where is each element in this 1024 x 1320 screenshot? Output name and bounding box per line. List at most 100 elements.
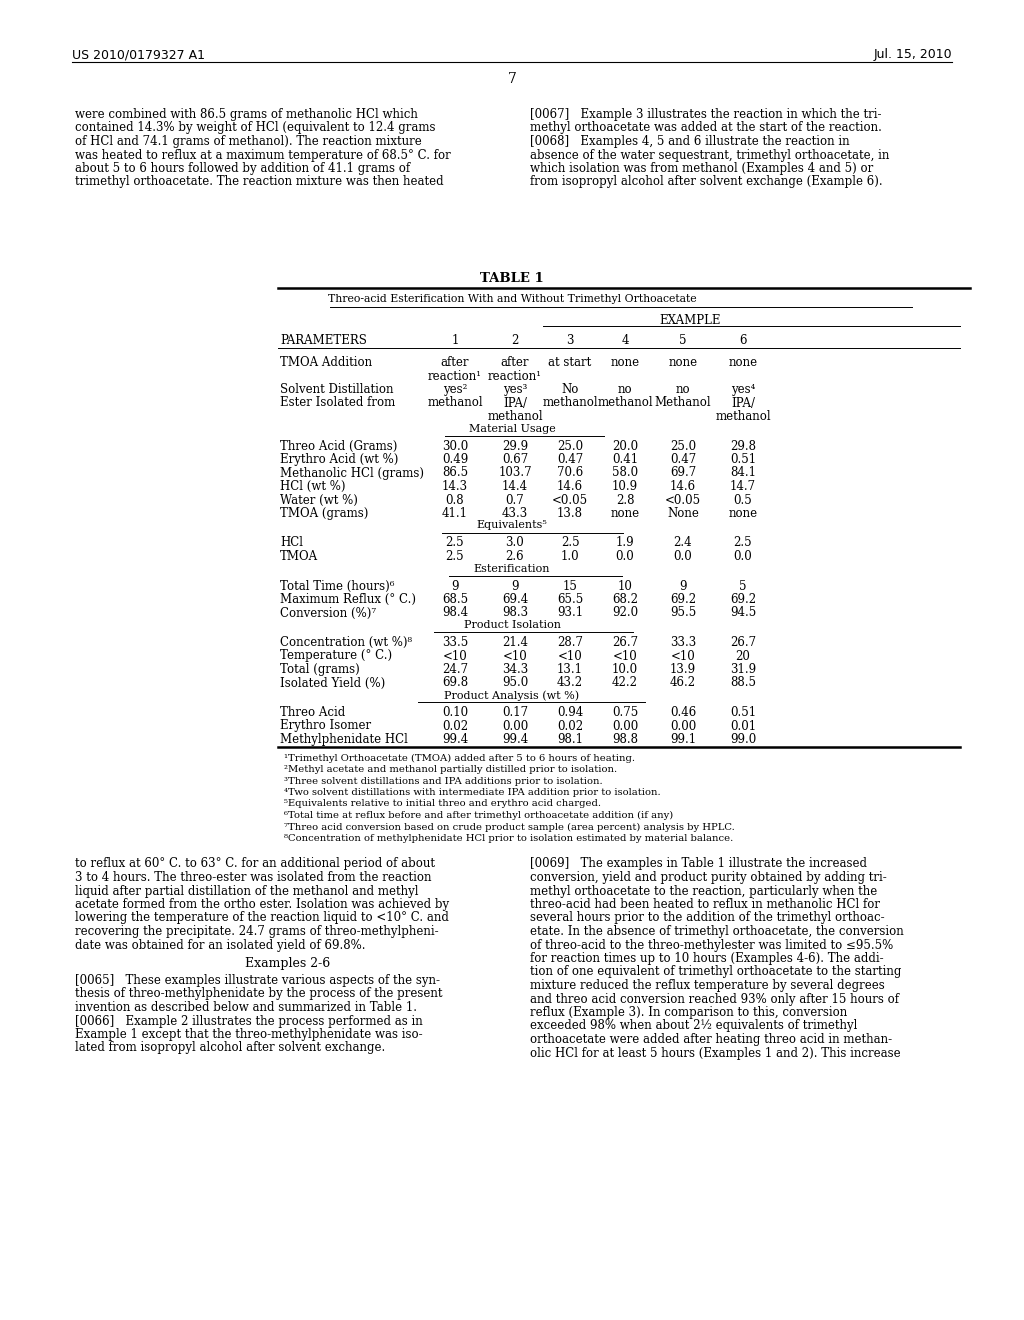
Text: none: none: [728, 356, 758, 370]
Text: exceeded 98% when about 2½ equivalents of trimethyl: exceeded 98% when about 2½ equivalents o…: [530, 1019, 857, 1032]
Text: Isolated Yield (%): Isolated Yield (%): [280, 676, 385, 689]
Text: 25.0: 25.0: [670, 440, 696, 453]
Text: <0.05: <0.05: [552, 494, 588, 507]
Text: 6: 6: [739, 334, 746, 347]
Text: yes²: yes²: [442, 383, 467, 396]
Text: HCl (wt %): HCl (wt %): [280, 480, 345, 492]
Text: of HCl and 74.1 grams of methanol). The reaction mixture: of HCl and 74.1 grams of methanol). The …: [75, 135, 422, 148]
Text: ⁵Equivalents relative to initial threo and erythro acid charged.: ⁵Equivalents relative to initial threo a…: [284, 800, 601, 808]
Text: 99.4: 99.4: [502, 733, 528, 746]
Text: 0.46: 0.46: [670, 706, 696, 719]
Text: 21.4: 21.4: [502, 636, 528, 649]
Text: 69.8: 69.8: [442, 676, 468, 689]
Text: 0.47: 0.47: [670, 453, 696, 466]
Text: trimethyl orthoacetate. The reaction mixture was then heated: trimethyl orthoacetate. The reaction mix…: [75, 176, 443, 189]
Text: 1.0: 1.0: [561, 550, 580, 564]
Text: after: after: [501, 356, 529, 370]
Text: IPA/: IPA/: [503, 396, 527, 409]
Text: 0.0: 0.0: [733, 550, 753, 564]
Text: Threo Acid (Grams): Threo Acid (Grams): [280, 440, 397, 453]
Text: reaction¹: reaction¹: [488, 370, 542, 383]
Text: 3.0: 3.0: [506, 536, 524, 549]
Text: Total (grams): Total (grams): [280, 663, 359, 676]
Text: 0.01: 0.01: [730, 719, 756, 733]
Text: conversion, yield and product purity obtained by adding tri-: conversion, yield and product purity obt…: [530, 871, 887, 884]
Text: reflux (Example 3). In comparison to this, conversion: reflux (Example 3). In comparison to thi…: [530, 1006, 847, 1019]
Text: olic HCl for at least 5 hours (Examples 1 and 2). This increase: olic HCl for at least 5 hours (Examples …: [530, 1047, 901, 1060]
Text: for reaction times up to 10 hours (Examples 4-6). The addi-: for reaction times up to 10 hours (Examp…: [530, 952, 884, 965]
Text: ⁷Threo acid conversion based on crude product sample (area percent) analysis by : ⁷Threo acid conversion based on crude pr…: [284, 822, 735, 832]
Text: Methanol: Methanol: [654, 396, 712, 409]
Text: EXAMPLE: EXAMPLE: [659, 314, 721, 327]
Text: methyl orthoacetate was added at the start of the reaction.: methyl orthoacetate was added at the sta…: [530, 121, 882, 135]
Text: at start: at start: [549, 356, 592, 370]
Text: TMOA: TMOA: [280, 550, 318, 564]
Text: 68.2: 68.2: [612, 593, 638, 606]
Text: 94.5: 94.5: [730, 606, 756, 619]
Text: 33.3: 33.3: [670, 636, 696, 649]
Text: 2.4: 2.4: [674, 536, 692, 549]
Text: Erythro Acid (wt %): Erythro Acid (wt %): [280, 453, 398, 466]
Text: was heated to reflux at a maximum temperature of 68.5° C. for: was heated to reflux at a maximum temper…: [75, 149, 451, 161]
Text: Erythro Isomer: Erythro Isomer: [280, 719, 371, 733]
Text: contained 14.3% by weight of HCl (equivalent to 12.4 grams: contained 14.3% by weight of HCl (equiva…: [75, 121, 435, 135]
Text: TMOA (grams): TMOA (grams): [280, 507, 369, 520]
Text: PARAMETERS: PARAMETERS: [280, 334, 367, 347]
Text: 0.02: 0.02: [442, 719, 468, 733]
Text: 2.6: 2.6: [506, 550, 524, 564]
Text: <0.05: <0.05: [665, 494, 701, 507]
Text: 69.7: 69.7: [670, 466, 696, 479]
Text: <10: <10: [503, 649, 527, 663]
Text: 99.1: 99.1: [670, 733, 696, 746]
Text: 0.17: 0.17: [502, 706, 528, 719]
Text: 92.0: 92.0: [612, 606, 638, 619]
Text: 2.8: 2.8: [615, 494, 634, 507]
Text: 9: 9: [511, 579, 519, 593]
Text: Esterification: Esterification: [474, 564, 550, 573]
Text: methanol: methanol: [427, 396, 482, 409]
Text: 1: 1: [452, 334, 459, 347]
Text: 0.49: 0.49: [442, 453, 468, 466]
Text: 98.1: 98.1: [557, 733, 583, 746]
Text: yes³: yes³: [503, 383, 527, 396]
Text: 43.2: 43.2: [557, 676, 583, 689]
Text: Total Time (hours)⁶: Total Time (hours)⁶: [280, 579, 394, 593]
Text: TMOA Addition: TMOA Addition: [280, 356, 372, 370]
Text: 93.1: 93.1: [557, 606, 583, 619]
Text: none: none: [610, 356, 640, 370]
Text: 98.3: 98.3: [502, 606, 528, 619]
Text: Equivalents⁵: Equivalents⁵: [476, 520, 548, 531]
Text: recovering the precipitate. 24.7 grams of threo-methylpheni-: recovering the precipitate. 24.7 grams o…: [75, 925, 438, 939]
Text: 31.9: 31.9: [730, 663, 756, 676]
Text: none: none: [728, 507, 758, 520]
Text: 0.00: 0.00: [612, 719, 638, 733]
Text: IPA/: IPA/: [731, 396, 755, 409]
Text: 0.94: 0.94: [557, 706, 583, 719]
Text: which isolation was from methanol (Examples 4 and 5) or: which isolation was from methanol (Examp…: [530, 162, 873, 176]
Text: 20.0: 20.0: [612, 440, 638, 453]
Text: None: None: [667, 507, 699, 520]
Text: of threo-acid to the threo-methylester was limited to ≤95.5%: of threo-acid to the threo-methylester w…: [530, 939, 893, 952]
Text: 13.9: 13.9: [670, 663, 696, 676]
Text: 2.5: 2.5: [733, 536, 753, 549]
Text: ⁶Total time at reflux before and after trimethyl orthoacetate addition (if any): ⁶Total time at reflux before and after t…: [284, 810, 673, 820]
Text: 13.1: 13.1: [557, 663, 583, 676]
Text: methanol: methanol: [542, 396, 598, 409]
Text: methanol: methanol: [487, 411, 543, 422]
Text: Water (wt %): Water (wt %): [280, 494, 357, 507]
Text: 2.5: 2.5: [445, 536, 464, 549]
Text: 69.2: 69.2: [670, 593, 696, 606]
Text: 7: 7: [508, 73, 516, 86]
Text: Product Analysis (wt %): Product Analysis (wt %): [444, 690, 580, 701]
Text: 14.3: 14.3: [442, 480, 468, 492]
Text: 0.00: 0.00: [502, 719, 528, 733]
Text: several hours prior to the addition of the trimethyl orthoac-: several hours prior to the addition of t…: [530, 912, 885, 924]
Text: lated from isopropyl alcohol after solvent exchange.: lated from isopropyl alcohol after solve…: [75, 1041, 385, 1055]
Text: 33.5: 33.5: [442, 636, 468, 649]
Text: 0.0: 0.0: [674, 550, 692, 564]
Text: 84.1: 84.1: [730, 466, 756, 479]
Text: Conversion (%)⁷: Conversion (%)⁷: [280, 606, 376, 619]
Text: 0.00: 0.00: [670, 719, 696, 733]
Text: 99.0: 99.0: [730, 733, 756, 746]
Text: 98.4: 98.4: [442, 606, 468, 619]
